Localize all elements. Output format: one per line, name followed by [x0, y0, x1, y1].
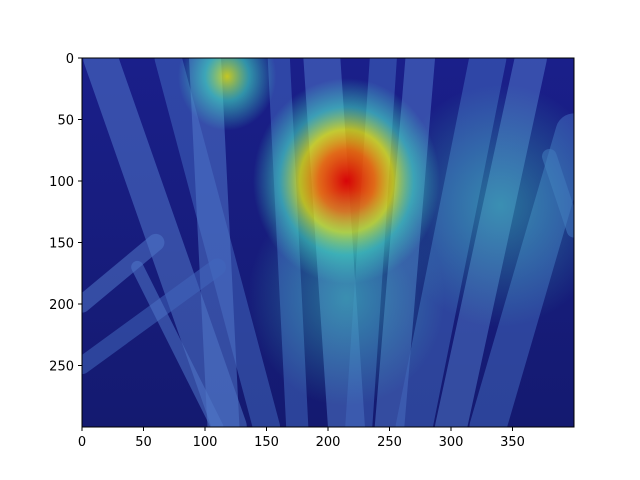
leaf-blade: [82, 258, 226, 375]
x-tick-label: 100: [193, 435, 218, 450]
y-tick-label: 150: [49, 237, 74, 252]
y-tick-label: 100: [49, 175, 74, 190]
leaf-blade: [131, 260, 224, 427]
heatmap-image: [82, 58, 574, 427]
y-tick-label: 50: [57, 114, 74, 129]
x-tick-label: 0: [78, 435, 86, 450]
heat-hotspot: [177, 58, 277, 131]
y-tick-label: 0: [66, 52, 74, 67]
leaf-blade: [82, 233, 165, 313]
heat-overlay: [177, 58, 574, 407]
x-tick-label: 250: [377, 435, 402, 450]
x-tick-label: 200: [316, 435, 341, 450]
leaf-blade: [83, 58, 247, 427]
x-tick-label: 350: [500, 435, 525, 450]
heat-hotspot: [389, 83, 574, 328]
x-axis: 0 50 100 150 200 250 300 350: [78, 427, 525, 450]
x-tick-label: 50: [135, 435, 152, 450]
y-tick-label: 200: [49, 298, 74, 313]
leaf-blade: [154, 58, 281, 427]
y-tick-label: 250: [49, 360, 74, 375]
y-axis: 0 50 100 150 200 250: [49, 52, 82, 375]
x-tick-label: 300: [439, 435, 464, 450]
x-tick-label: 150: [254, 435, 279, 450]
